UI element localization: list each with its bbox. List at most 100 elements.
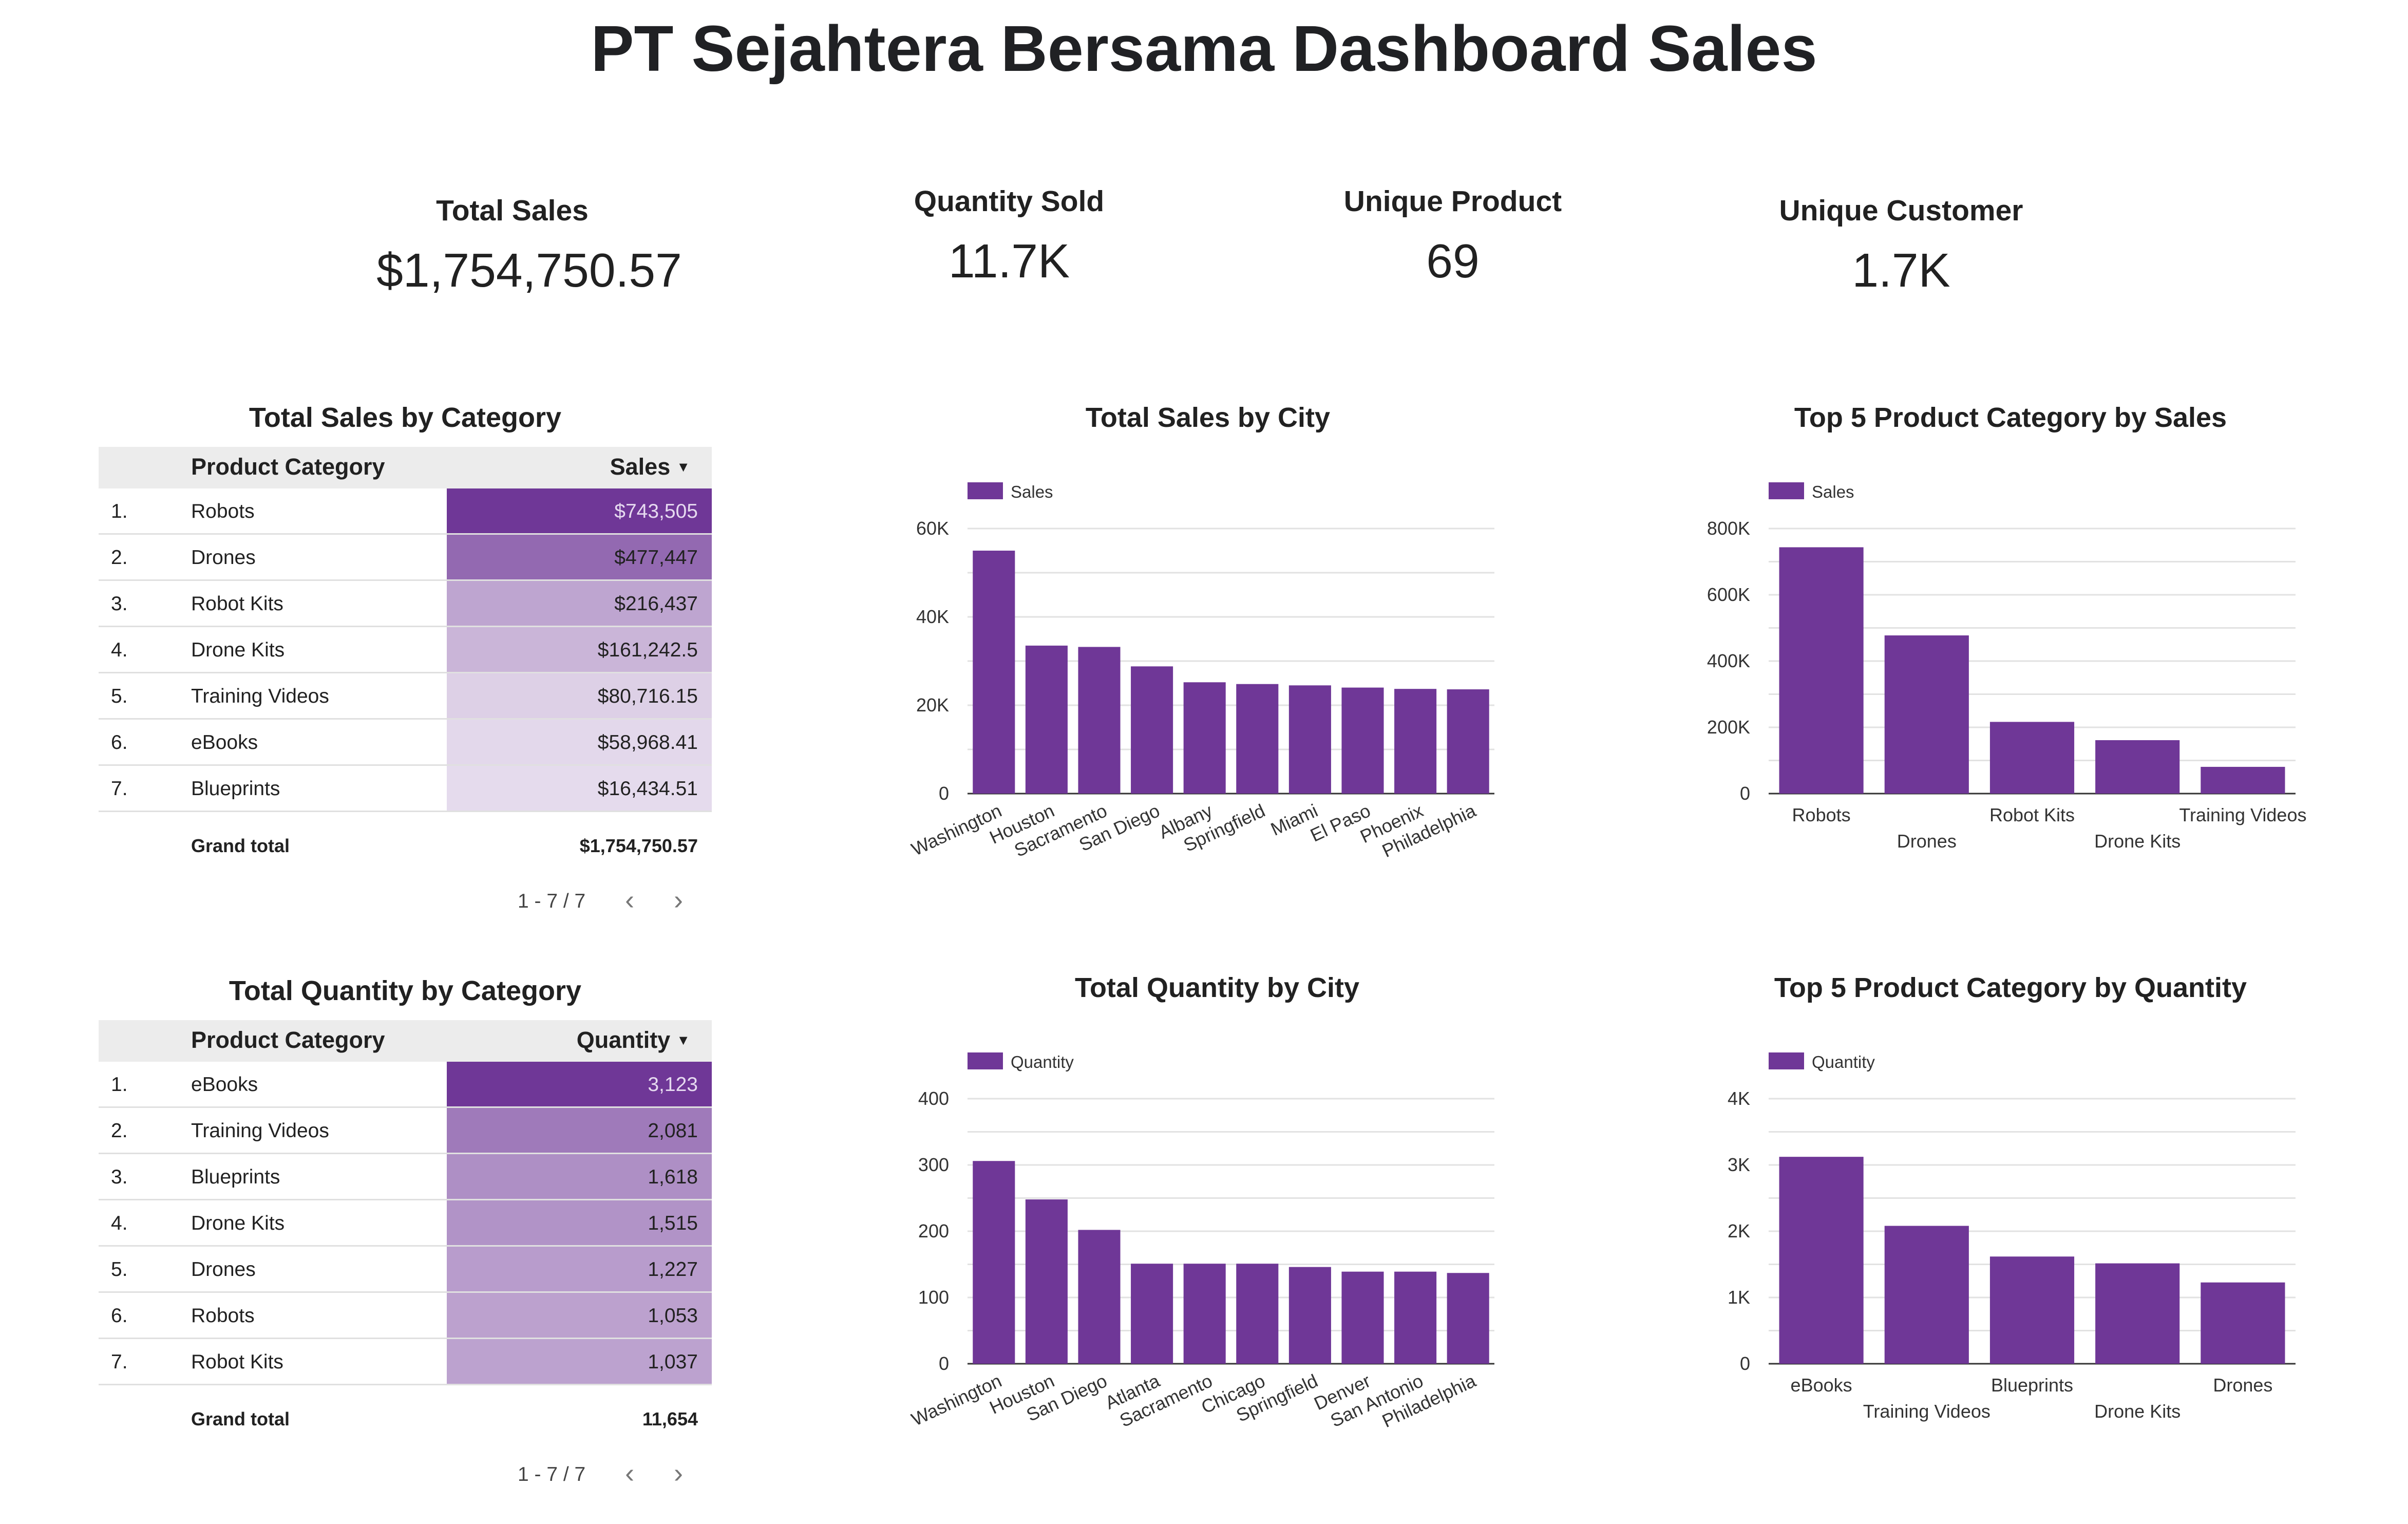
category-cell: Drone Kits [191, 1199, 447, 1247]
bar[interactable] [1131, 666, 1173, 794]
table-row[interactable]: 3. Blueprints 1,618 [99, 1153, 712, 1200]
column-header-quantity[interactable]: Quantity ▼ [447, 1020, 712, 1062]
sort-desc-icon[interactable]: ▼ [676, 459, 690, 475]
bar[interactable] [1341, 1271, 1384, 1364]
row-number: 4. [99, 626, 191, 673]
legend-label: Quantity [1812, 1052, 1875, 1071]
bar[interactable] [1884, 1226, 1969, 1364]
value-cell: 3,123 [447, 1062, 712, 1108]
total-spacer [99, 1385, 191, 1454]
bar[interactable] [2095, 1263, 2180, 1364]
y-tick-label: 800K [1707, 518, 1750, 539]
table-row[interactable]: 7. Blueprints $16,434.51 [99, 765, 712, 812]
top5-quantity-chart: Quantity 0 1K 2K 3K 4K eBooks Training VideosBl… [1728, 1052, 2296, 1422]
table-row[interactable]: 3. Robot Kits $216,437 [99, 580, 712, 627]
x-tick-label: Drones [1897, 831, 1957, 852]
grand-total-label: Grand total [191, 1408, 290, 1430]
bar[interactable] [1183, 1264, 1226, 1364]
sales-table-pagination: 1 - 7 / 7 ‹ › [518, 883, 683, 915]
legend-label: Quantity [1011, 1052, 1074, 1071]
bar[interactable] [1989, 722, 2075, 794]
bar[interactable] [1884, 635, 1969, 794]
y-tick-label: 20K [916, 694, 949, 716]
legend-label: Sales [1011, 482, 1053, 501]
column-header-sales[interactable]: Sales ▼ [447, 447, 712, 488]
bar[interactable] [1341, 687, 1384, 794]
quantity-table-title: Total Quantity by Category [229, 975, 582, 1006]
header-spacer [99, 447, 191, 488]
x-tick-label: Blueprints [1991, 1375, 2073, 1396]
row-number: 3. [99, 1153, 191, 1200]
table-row[interactable]: 5. Drones 1,227 [99, 1246, 712, 1293]
category-cell: eBooks [191, 1062, 447, 1108]
legend-swatch [968, 482, 1003, 499]
bar[interactable] [2201, 766, 2285, 794]
table-header-row: Product Category Sales ▼ [99, 447, 712, 488]
y-tick-label: 3K [1728, 1154, 1750, 1175]
table-row[interactable]: 6. Robots 1,053 [99, 1292, 712, 1339]
column-header-category[interactable]: Product Category [191, 1020, 447, 1062]
bar[interactable] [1131, 1264, 1173, 1364]
category-cell: Training Videos [191, 1107, 447, 1154]
table-row[interactable]: 4. Drone Kits $161,242.5 [99, 626, 712, 673]
next-page-icon[interactable]: › [673, 1458, 683, 1489]
column-header-category[interactable]: Product Category [191, 447, 447, 488]
bar[interactable] [1779, 1157, 1864, 1364]
sales-by-city-chart: Sales020K40K60KWashingtonHoustonSacramen… [908, 482, 1494, 861]
sort-desc-icon[interactable]: ▼ [676, 1032, 690, 1048]
grand-total-row: Grand total 11,654 [99, 1385, 712, 1454]
quantity-by-category-table: Product Category Quantity ▼ 1. eBooks 3,123… [99, 1020, 712, 1453]
quantity-by-city-chart: Quantity0100200300400WashingtonHoustonSa… [908, 1052, 1494, 1432]
table-row[interactable]: 6. eBooks $58,968.41 [99, 719, 712, 766]
bar[interactable] [1779, 547, 1864, 794]
kpi-unique-product: Unique Product 69 [1299, 186, 1607, 290]
bar[interactable] [973, 551, 1015, 794]
bar[interactable] [1183, 682, 1226, 794]
bar[interactable] [1078, 1230, 1121, 1364]
kpi-value: 1.7K [1852, 243, 1950, 297]
row-number: 1. [99, 1062, 191, 1108]
value-cell: 1,618 [447, 1153, 712, 1200]
prev-page-icon[interactable]: ‹ [625, 1458, 635, 1489]
kpi-value: 69 [1426, 234, 1480, 288]
bar[interactable] [1394, 1271, 1437, 1364]
bar[interactable] [1025, 1199, 1068, 1364]
row-number: 2. [99, 1107, 191, 1154]
bar[interactable] [2095, 740, 2180, 794]
bar[interactable] [1288, 685, 1331, 794]
bar[interactable] [1447, 689, 1489, 794]
table-row[interactable]: 5. Training Videos $80,716.15 [99, 672, 712, 720]
table-row[interactable]: 1. eBooks 3,123 [99, 1062, 712, 1108]
bar[interactable] [1394, 689, 1437, 794]
legend-swatch [968, 1052, 1003, 1069]
y-tick-label: 40K [916, 606, 949, 627]
bar[interactable] [1989, 1256, 2075, 1364]
category-cell: Drones [191, 534, 447, 581]
x-tick-label: eBooks [1791, 1375, 1852, 1396]
table-row[interactable]: 7. Robot Kits 1,037 [99, 1338, 712, 1385]
table-row[interactable]: 2. Drones $477,447 [99, 534, 712, 581]
table-row[interactable]: 4. Drone Kits 1,515 [99, 1199, 712, 1247]
bar[interactable] [2201, 1282, 2285, 1364]
x-tick-label: Drones [2213, 1375, 2272, 1396]
kpi-quantity-sold: Quantity Sold 11.7K [855, 186, 1163, 290]
bar[interactable] [1236, 1264, 1279, 1364]
table-row[interactable]: 2. Training Videos 2,081 [99, 1107, 712, 1154]
bar[interactable] [1025, 645, 1068, 794]
bar[interactable] [973, 1161, 1015, 1364]
total-spacer [99, 812, 191, 880]
value-cell: $58,968.41 [447, 719, 712, 766]
y-tick-label: 2K [1728, 1220, 1750, 1241]
prev-page-icon[interactable]: ‹ [625, 885, 635, 915]
value-cell: $477,447 [447, 534, 712, 581]
bar[interactable] [1236, 684, 1279, 794]
kpi-label: Total Sales [436, 196, 589, 228]
y-tick-label: 4K [1728, 1088, 1750, 1109]
legend-swatch [1769, 482, 1804, 499]
table-row[interactable]: 1. Robots $743,505 [99, 488, 712, 535]
bar[interactable] [1078, 647, 1121, 794]
category-cell: Robot Kits [191, 580, 447, 627]
bar[interactable] [1447, 1273, 1489, 1364]
bar[interactable] [1288, 1267, 1331, 1364]
next-page-icon[interactable]: › [673, 885, 683, 915]
